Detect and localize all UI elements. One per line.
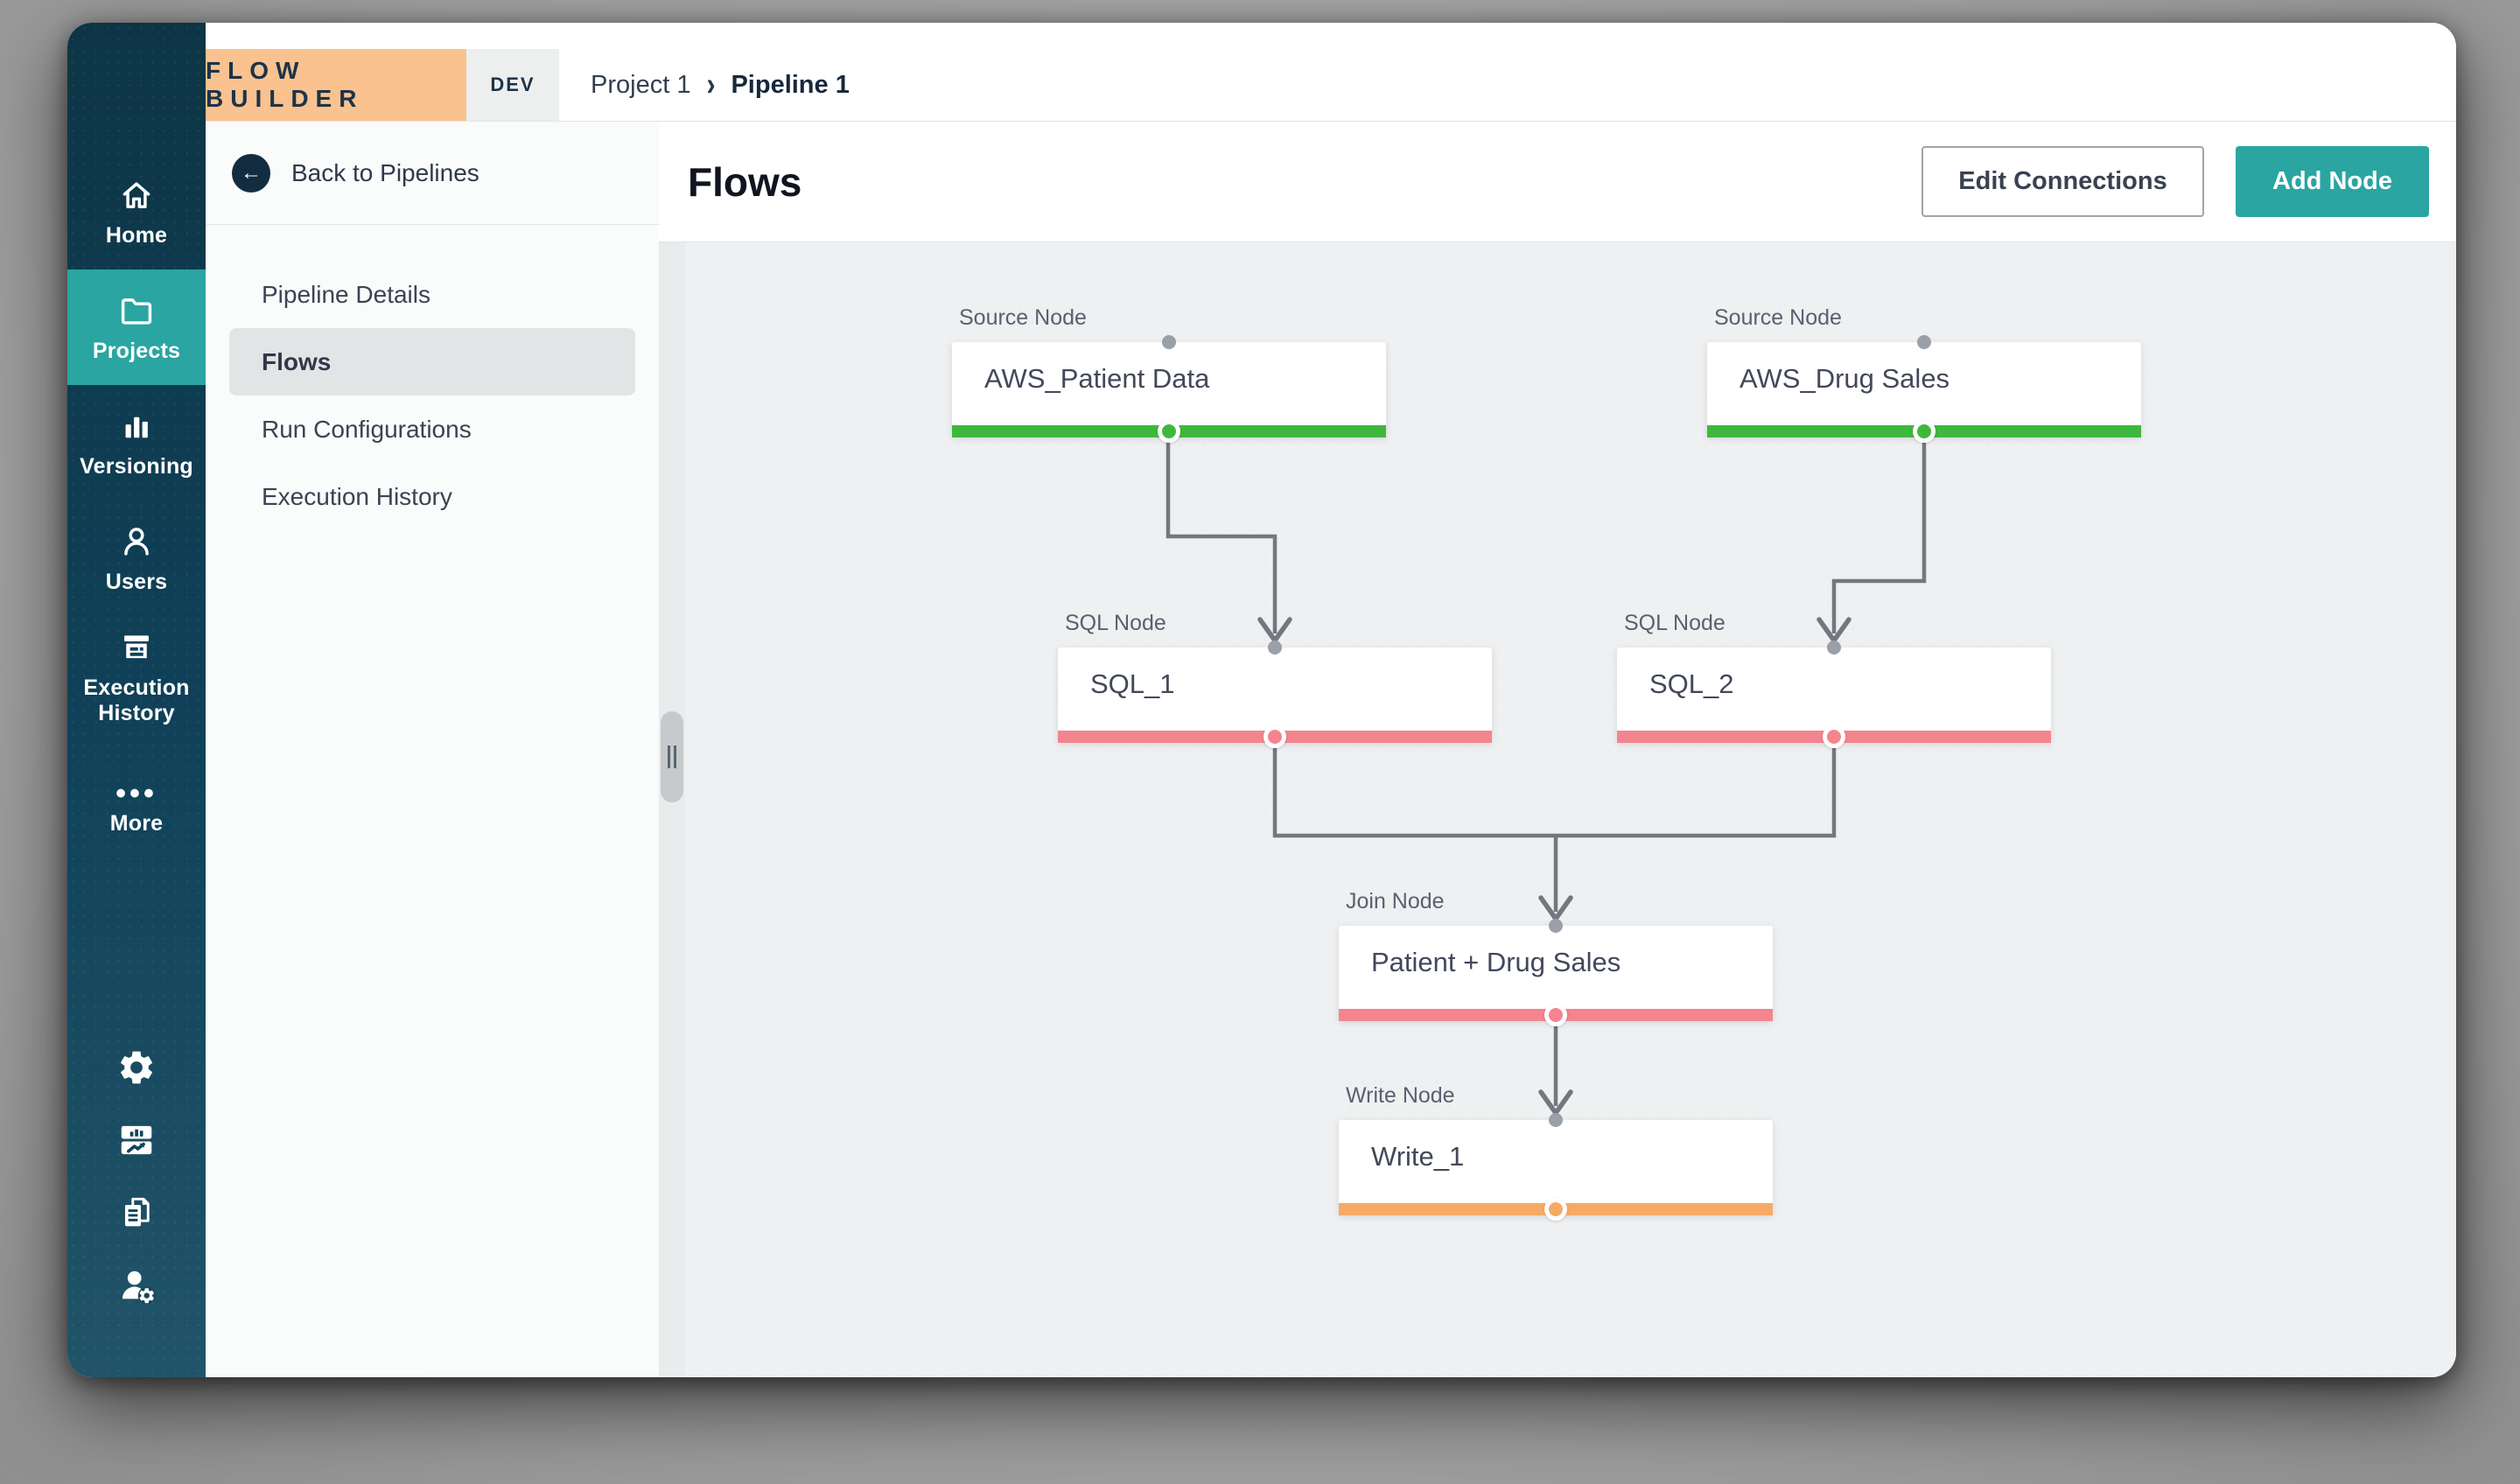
node-name: Patient + Drug Sales	[1371, 947, 1621, 977]
node-type-label: SQL Node	[1624, 611, 1726, 635]
output-port[interactable]	[1544, 1004, 1567, 1026]
sidebar-footer	[67, 1047, 206, 1377]
flow-node-write-1[interactable]: Write Node Write_1	[1339, 1083, 1773, 1221]
node-name: Write_1	[1371, 1141, 1465, 1172]
sidebar-item-label: More	[109, 811, 164, 836]
app-window: Home Projects Versioning	[67, 23, 2456, 1377]
sidebar-item-projects[interactable]: Projects	[67, 270, 206, 385]
app-name-badge: FLOW BUILDER	[206, 49, 466, 121]
node-type-label: SQL Node	[1065, 611, 1166, 635]
flow-canvas: Source Node AWS_Patient Data Source Node…	[659, 242, 2456, 1377]
right-column: FLOW BUILDER DEV Project 1 › Pipeline 1 …	[206, 23, 2456, 1377]
primary-nav: Home Projects Versioning	[67, 23, 206, 859]
input-port[interactable]	[1917, 335, 1931, 349]
sidebar-item-label: Versioning	[80, 453, 193, 479]
breadcrumb-parent[interactable]: Project 1	[591, 70, 691, 99]
input-port[interactable]	[1549, 1113, 1563, 1127]
back-arrow-icon: ←	[232, 153, 270, 192]
sidebar-item-users[interactable]: Users	[67, 500, 206, 616]
back-label: Back to Pipelines	[291, 158, 480, 186]
arrowhead-icon	[1816, 617, 1852, 643]
input-port[interactable]	[1827, 640, 1841, 654]
node-type-label: Write Node	[1346, 1083, 1455, 1108]
content-area: ← Back to Pipelines Pipeline Details Flo…	[206, 122, 2456, 1377]
ellipsis-icon: •••	[116, 777, 158, 811]
pipeline-subnav: ← Back to Pipelines Pipeline Details Flo…	[206, 122, 659, 1377]
user-icon	[117, 522, 156, 561]
sidebar-item-label: Projects	[92, 338, 181, 363]
output-port[interactable]	[1823, 725, 1845, 748]
subnav-list: Pipeline Details Flows Run Configuration…	[206, 261, 659, 530]
arrowhead-icon	[1257, 617, 1292, 643]
sidebar-item-execution-history[interactable]: Execution History	[67, 616, 206, 738]
reports-stack-icon[interactable]	[116, 1120, 157, 1160]
breadcrumb-current: Pipeline 1	[731, 70, 850, 99]
add-node-button[interactable]: Add Node	[2236, 146, 2429, 217]
main-pane: Flows Edit Connections Add Node	[659, 122, 2456, 1377]
input-port[interactable]	[1268, 640, 1282, 654]
subnav-item-execution-history[interactable]: Execution History	[262, 482, 452, 510]
breadcrumb: Project 1 › Pipeline 1	[591, 49, 850, 121]
flow-node-aws-drug-sales[interactable]: Source Node AWS_Drug Sales	[1707, 305, 2141, 443]
edge-source2-sql2	[1831, 431, 1927, 634]
subnav-item-pipeline-details[interactable]: Pipeline Details	[262, 280, 430, 308]
output-port[interactable]	[1264, 725, 1286, 748]
flow-node-sql-2[interactable]: SQL Node SQL_2	[1617, 611, 2051, 748]
node-type-label: Join Node	[1346, 889, 1445, 914]
sidebar-item-versioning[interactable]: Versioning	[67, 385, 206, 500]
node-name: AWS_Patient Data	[984, 363, 1210, 394]
settings-gear-icon[interactable]	[116, 1047, 157, 1088]
sidebar-item-more[interactable]: ••• More	[67, 763, 206, 859]
arrowhead-icon	[1538, 1089, 1573, 1116]
canvas-scroll-track	[659, 242, 685, 1377]
sidebar-item-label: Home	[105, 222, 168, 248]
pane-header: Flows Edit Connections Add Node	[659, 122, 2456, 242]
top-header: FLOW BUILDER DEV Project 1 › Pipeline 1	[206, 23, 2456, 122]
environment-badge: DEV	[466, 49, 559, 121]
subnav-item-flows[interactable]: Flows	[229, 328, 635, 396]
input-port[interactable]	[1162, 335, 1176, 349]
node-type-label: Source Node	[1714, 305, 1842, 330]
page-title: Flows	[688, 158, 802, 205]
arrowhead-icon	[1538, 895, 1573, 921]
sidebar-item-label: Execution History	[83, 676, 190, 725]
archive-box-icon	[117, 628, 156, 667]
node-type-label: Source Node	[959, 305, 1087, 330]
sidebar-item-home[interactable]: Home	[67, 154, 206, 270]
documents-icon[interactable]	[116, 1193, 157, 1233]
output-port[interactable]	[1158, 420, 1180, 443]
flow-node-sql-1[interactable]: SQL Node SQL_1	[1058, 611, 1492, 748]
output-port[interactable]	[1913, 420, 1936, 443]
bar-chart-icon	[117, 407, 156, 445]
folder-icon	[117, 291, 156, 330]
header-actions: Edit Connections Add Node	[1922, 146, 2429, 217]
node-name: SQL_1	[1090, 668, 1175, 699]
chevron-right-icon: ›	[706, 66, 716, 102]
sidebar-item-label: Users	[105, 569, 168, 594]
primary-sidebar: Home Projects Versioning	[67, 23, 206, 1377]
input-port[interactable]	[1549, 919, 1563, 933]
edit-connections-button[interactable]: Edit Connections	[1922, 146, 2204, 217]
node-name: SQL_2	[1649, 668, 1734, 699]
flow-node-aws-patient-data[interactable]: Source Node AWS_Patient Data	[952, 305, 1386, 443]
home-icon	[117, 176, 156, 214]
edge-source1-sql1	[1166, 431, 1278, 634]
output-port[interactable]	[1544, 1198, 1567, 1221]
user-admin-icon[interactable]	[116, 1265, 157, 1306]
back-to-pipelines[interactable]: ← Back to Pipelines	[206, 122, 659, 225]
node-name: AWS_Drug Sales	[1740, 363, 1950, 394]
splitter-handle[interactable]	[661, 711, 683, 802]
flow-node-patient-drug-sales[interactable]: Join Node Patient + Drug Sales	[1339, 889, 1773, 1026]
subnav-item-run-configurations[interactable]: Run Configurations	[262, 415, 472, 443]
edge-sql-merge	[1272, 737, 1837, 838]
